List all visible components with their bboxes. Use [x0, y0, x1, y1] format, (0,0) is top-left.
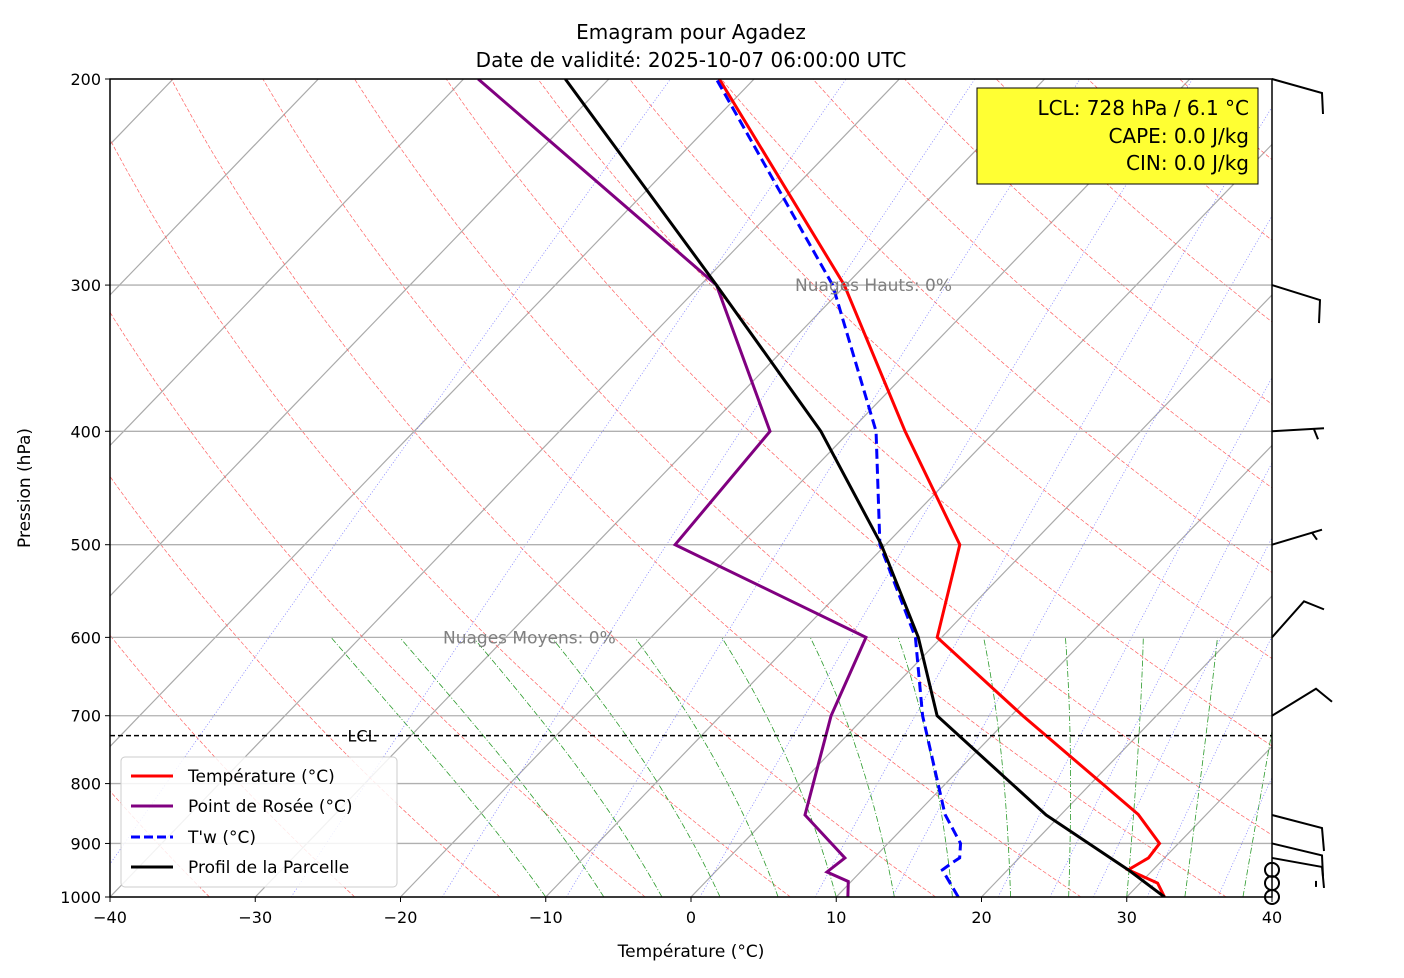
isotherm-line [1271, 896, 1272, 897]
moist-adiabat-line [983, 637, 1011, 897]
moist-adiabat-line [897, 637, 953, 897]
dry-adiabat-line [995, 79, 1272, 323]
x-tick-label: −30 [238, 908, 272, 927]
moist-adiabat-line [1184, 637, 1218, 897]
x-tick-label: 20 [971, 908, 991, 927]
lcl-layer: LCL [110, 727, 1272, 746]
wind-barb [1271, 427, 1325, 433]
x-tick-label: 40 [1262, 908, 1282, 927]
x-axis-label: Température (°C) [617, 942, 765, 962]
isotherm-line [110, 79, 465, 447]
isotherm-line [835, 444, 1272, 897]
moist-adiabat-line [1242, 728, 1272, 897]
info-lcl: LCL: 728 hPa / 6.1 °C [1037, 96, 1249, 120]
x-tick-label: 0 [686, 908, 696, 927]
wind-barb-flag [1313, 428, 1319, 440]
dry-adiabat-line [1270, 79, 1272, 81]
legend-label-temperature: Température (°C) [187, 767, 335, 787]
mixing-ratio-line [814, 106, 1272, 897]
info-cin: CIN: 0.0 J/kg [1126, 151, 1249, 175]
parcel-line [564, 79, 1166, 897]
dry-adiabat-line [1179, 79, 1272, 161]
info-box: LCL: 728 hPa / 6.1 °C CAPE: 0.0 J/kg CIN… [976, 87, 1259, 185]
mixing-ratio-line [110, 79, 671, 865]
wind-barb [1271, 856, 1325, 889]
wind-barb [1271, 284, 1322, 324]
dry-adiabat-line [629, 79, 1272, 659]
mixing-ratio-line [891, 215, 1272, 897]
isotherm-line [690, 294, 1272, 897]
mixing-ratio-line [441, 79, 976, 897]
moist-adiabat-line [1065, 637, 1071, 897]
calm-wind-circle [1264, 889, 1280, 905]
mixing-ratio-line [1049, 462, 1272, 897]
moist-adiabat-line [1126, 637, 1144, 897]
wind-barb [1271, 687, 1333, 717]
mixing-ratio-line [1093, 536, 1272, 897]
y-tick-label: 200 [70, 70, 101, 89]
y-tick-label: 900 [70, 834, 101, 853]
moist-adiabat-line [721, 637, 837, 897]
dry-adiabat-line [720, 79, 1272, 573]
y-tick-label: 800 [70, 775, 101, 794]
wind-barb-flag [1311, 532, 1318, 541]
y-axis-label: Pression (hPa) [15, 428, 35, 548]
moist-adiabat-line [472, 637, 663, 897]
dry-adiabat-line [170, 79, 936, 897]
isotherm-line [1126, 745, 1272, 897]
wind-barb [1271, 814, 1325, 852]
dry-adiabat-line [537, 79, 1272, 747]
isotherm-line [110, 79, 610, 597]
wind-barbs [1264, 78, 1333, 905]
legend-label-parcel: Profil de la Parcelle [188, 858, 349, 878]
legend-label-wetbulb: T'w (°C) [187, 828, 256, 848]
dewpoint-line [477, 79, 868, 897]
legend-frame [120, 756, 398, 888]
legend-label-dewpoint: Point de Rosée (°C) [188, 797, 353, 817]
wind-barb [1271, 600, 1325, 639]
info-box-background [976, 87, 1259, 185]
annotation-mid-clouds: Nuages Moyens: 0% [443, 628, 616, 648]
info-cape: CAPE: 0.0 J/kg [1108, 124, 1249, 148]
wetbulb-line [715, 79, 963, 897]
x-tick-label: 10 [826, 908, 846, 927]
mixing-ratio-line [699, 79, 1193, 897]
annotation-high-clouds: Nuages Hauts: 0% [795, 276, 952, 296]
wind-barb [1271, 528, 1323, 546]
y-tick-label: 300 [70, 276, 101, 295]
dry-adiabat-line [812, 79, 1272, 489]
y-tick-label: 400 [70, 422, 101, 441]
moist-adiabat-line [809, 637, 895, 897]
moist-adiabat-line [399, 637, 605, 897]
y-tick-label: 1000 [60, 888, 101, 907]
wind-barb [1271, 78, 1324, 115]
dry-adiabat-line [904, 79, 1272, 405]
dry-adiabat-line [445, 79, 1272, 836]
mixing-ratio-line [1146, 635, 1272, 897]
x-tick-label: 30 [1117, 908, 1137, 927]
x-tick-label: −10 [529, 908, 563, 927]
y-tick-label: 500 [70, 536, 101, 555]
chart-title: Emagram pour Agadez [576, 20, 806, 44]
moist-adiabat-line [551, 637, 721, 897]
legend: Température (°C) Point de Rosée (°C) T'w… [120, 756, 398, 888]
y-tick-label: 700 [70, 707, 101, 726]
dry-adiabat-line [1363, 79, 1404, 897]
series-layer [477, 79, 1166, 897]
y-tick-label: 600 [70, 628, 101, 647]
lcl-label: LCL [348, 727, 377, 746]
isotherm-line [545, 143, 1272, 897]
dry-adiabat-line [354, 79, 1227, 897]
x-tick-label: −40 [93, 908, 127, 927]
isotherm-line [981, 595, 1272, 897]
chart-subtitle: Date de validité: 2025-10-07 06:00:00 UT… [476, 48, 907, 72]
x-tick-label: −20 [384, 908, 418, 927]
